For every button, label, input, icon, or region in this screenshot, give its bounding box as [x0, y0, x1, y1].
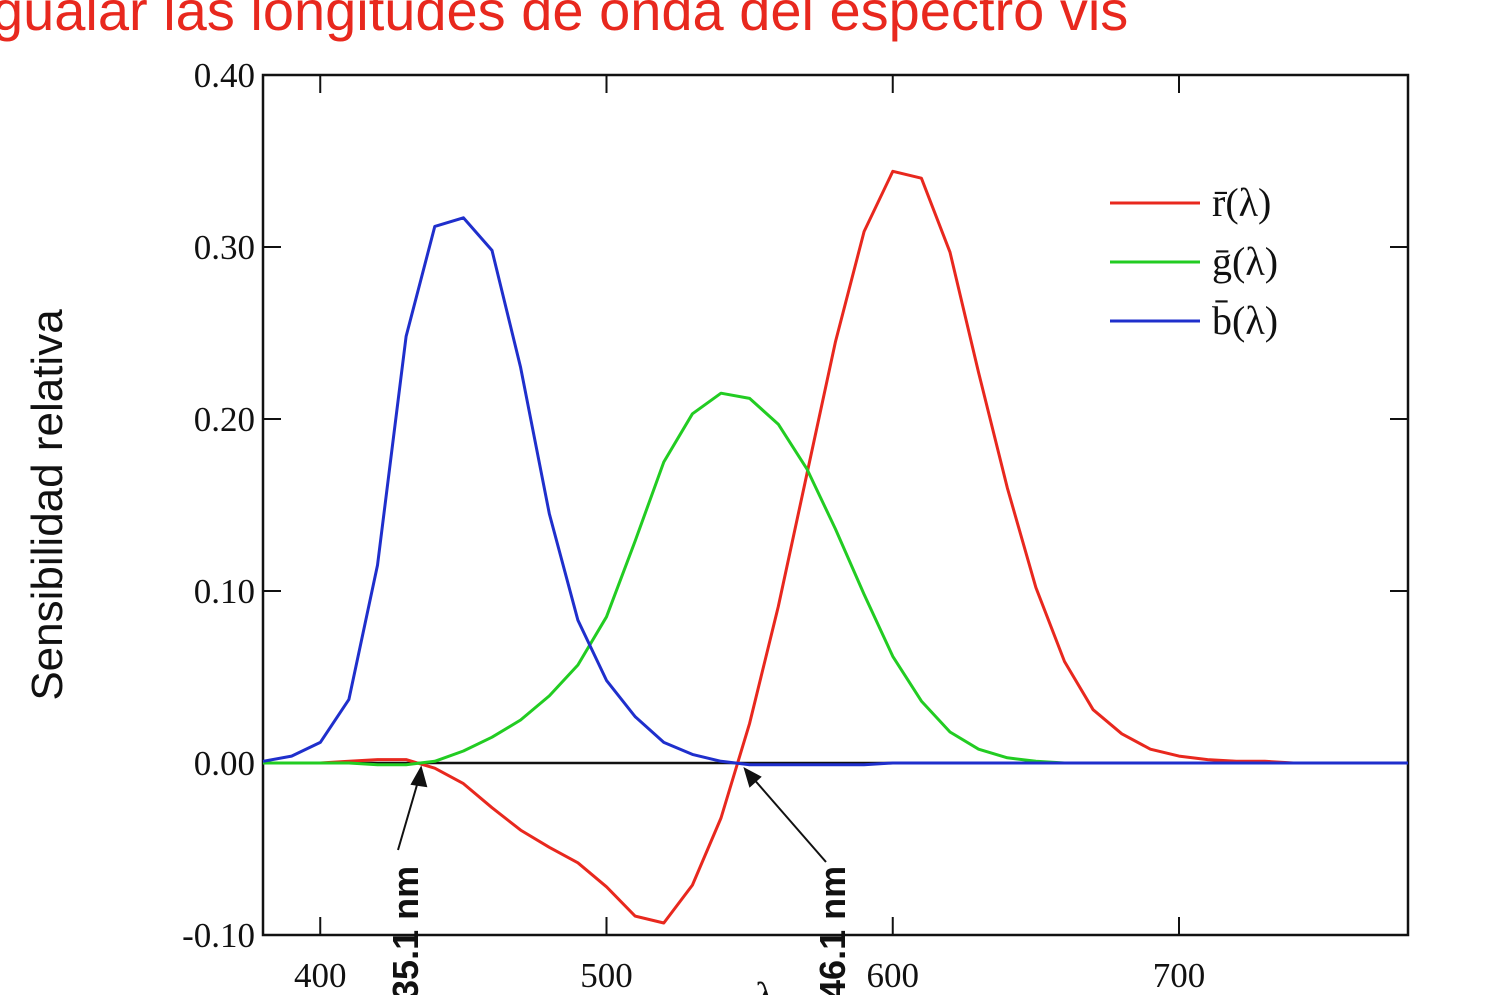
arrow-head — [743, 766, 762, 788]
series-line — [263, 169, 1408, 925]
y-tick-label: 0.30 — [194, 228, 255, 267]
y-axis-label: Sensibilidad relativa — [23, 309, 72, 701]
legend-label: b̄(λ) — [1212, 298, 1278, 343]
y-tick-label: -0.10 — [182, 916, 255, 955]
y-tick-label: 0.20 — [194, 400, 255, 439]
series-line — [263, 391, 1408, 767]
x-tick-label: 500 — [580, 956, 633, 995]
arrow-head — [410, 765, 428, 788]
arrows — [397, 765, 827, 863]
x-tick-label: 600 — [867, 956, 920, 995]
legend-label: ḡ(λ) — [1212, 239, 1278, 284]
chart-title: gualar las longitudes de onda del espect… — [0, 0, 1128, 42]
y-tick-label: 0.10 — [194, 572, 255, 611]
legend-label: r̄(λ) — [1212, 180, 1271, 225]
y-tick-label: 0.40 — [194, 56, 255, 95]
annotation: 435.1 nm — [385, 866, 426, 995]
x-tick-label: 400 — [294, 956, 347, 995]
arrow — [397, 777, 420, 851]
plot-frame — [261, 73, 1410, 937]
series-line — [262, 216, 1408, 767]
x-axis-label: λ — [755, 974, 775, 995]
x-tick-label: 700 — [1153, 956, 1206, 995]
annotation: 546.1 nm — [812, 866, 853, 995]
y-tick-label: 0.00 — [194, 744, 255, 783]
arrow — [751, 776, 827, 863]
